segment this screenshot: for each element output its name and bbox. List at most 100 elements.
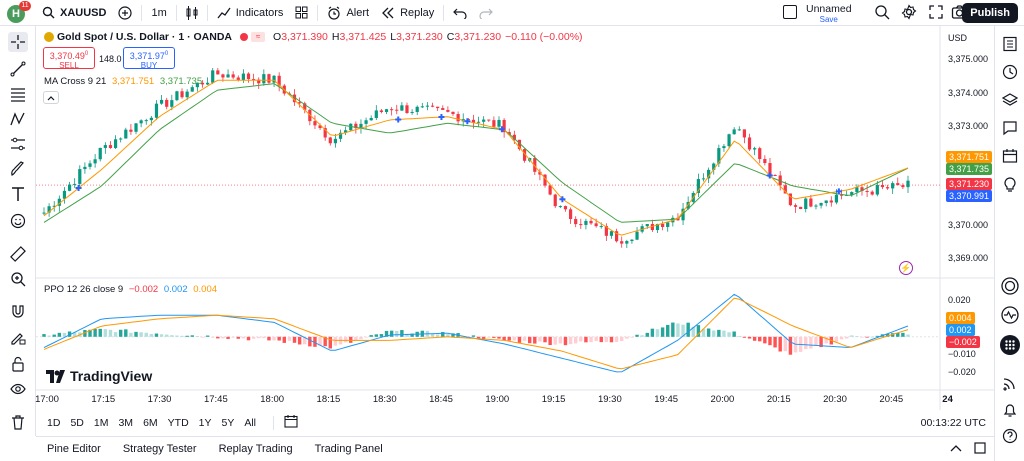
- candle-body: [395, 109, 399, 111]
- quick-search-button[interactable]: [874, 4, 890, 23]
- tab-replay-trading[interactable]: Replay Trading: [218, 443, 293, 455]
- redo-button[interactable]: [473, 0, 499, 26]
- object-tree-button[interactable]: [1000, 90, 1020, 110]
- ppo-histogram-bar: [185, 335, 189, 337]
- range-1y[interactable]: 1Y: [198, 416, 212, 429]
- candle-body: [425, 105, 430, 107]
- price-tick: 3,375.000: [948, 54, 989, 65]
- candle-body: [88, 163, 92, 167]
- crosshair-tool[interactable]: [8, 32, 28, 52]
- ppo-histogram-bar: [205, 335, 210, 337]
- lock-drawing-tool[interactable]: [8, 328, 28, 348]
- ppo-histogram-bar: [72, 331, 77, 337]
- currency-label[interactable]: USD: [948, 33, 968, 43]
- unlock-icon: [12, 356, 24, 372]
- fullscreen-button[interactable]: [928, 4, 944, 23]
- magnet-tool[interactable]: [8, 302, 28, 322]
- user-menu[interactable]: H 11: [0, 0, 36, 26]
- interval-button[interactable]: 1m: [151, 6, 167, 19]
- buy-button[interactable]: 3,371.970 BUY: [123, 47, 175, 70]
- layouts-button[interactable]: [289, 0, 314, 26]
- maximize-panel-button[interactable]: [974, 442, 986, 457]
- watchlist-button[interactable]: [1000, 34, 1020, 54]
- text-tool[interactable]: [8, 184, 28, 204]
- tab-strategy-tester[interactable]: Strategy Tester: [122, 443, 197, 455]
- stream-button[interactable]: [1000, 373, 1020, 393]
- alert-button[interactable]: Alert: [321, 0, 375, 26]
- remove-drawings-tool[interactable]: [8, 412, 28, 432]
- symbol-title[interactable]: Gold Spot / U.S. Dollar · 1 · OANDA: [57, 31, 233, 43]
- ppo-histogram-bar: [139, 332, 143, 337]
- go-to-date-button[interactable]: [284, 414, 298, 431]
- help-button[interactable]: [1000, 426, 1020, 446]
- zoom-tool[interactable]: [8, 269, 28, 289]
- candle-body: [839, 194, 844, 196]
- range-all[interactable]: All: [244, 416, 257, 429]
- ppo-histogram-bar: [257, 336, 261, 339]
- publish-button[interactable]: Publish: [962, 3, 1018, 23]
- pattern-tool[interactable]: [8, 109, 28, 129]
- range-3m[interactable]: 3M: [118, 416, 134, 429]
- candle-body: [73, 183, 77, 185]
- buy-price: 3,371.97: [129, 51, 165, 61]
- compare-button[interactable]: [112, 0, 138, 26]
- tab-pine-editor[interactable]: Pine Editor: [47, 443, 101, 455]
- range-1d[interactable]: 1D: [47, 416, 61, 429]
- brush-tool[interactable]: [8, 159, 28, 179]
- replay-button[interactable]: Replay: [375, 0, 440, 26]
- chat-button[interactable]: [1000, 118, 1020, 138]
- clock[interactable]: 00:13:22 UTC: [920, 416, 986, 429]
- tab-trading-panel[interactable]: Trading Panel: [314, 443, 383, 455]
- symbol-search-button[interactable]: XAUUSD: [36, 0, 112, 26]
- undo-button[interactable]: [447, 0, 473, 26]
- alert-label: Alert: [346, 6, 370, 19]
- emoji-tool[interactable]: [8, 211, 28, 231]
- apps-button[interactable]: [1000, 335, 1020, 355]
- indicators-button[interactable]: Indicators: [211, 0, 290, 26]
- ma-legend[interactable]: MA Cross 9 21 3,371.751 3,371.735: [44, 76, 202, 87]
- ppo-histogram-bar: [885, 333, 890, 337]
- alerts-panel-button[interactable]: [1000, 62, 1020, 82]
- pulse-button[interactable]: [1000, 305, 1020, 325]
- candle-body: [901, 185, 905, 188]
- collapse-panel-button[interactable]: [950, 443, 962, 455]
- signal-button[interactable]: [1000, 276, 1020, 296]
- range-ytd[interactable]: YTD: [167, 416, 189, 429]
- hide-tool[interactable]: [8, 379, 28, 399]
- gear-icon: [901, 4, 917, 20]
- fib-tool[interactable]: [8, 84, 28, 104]
- layout-status: Save: [819, 15, 838, 24]
- ppo-histogram-bar: [579, 336, 583, 342]
- candle-body: [712, 163, 716, 170]
- symbol-label: XAUUSD: [60, 6, 107, 19]
- chevron-up-icon: [47, 95, 55, 100]
- layout-checkbox[interactable]: [783, 5, 797, 19]
- candle-body: [614, 231, 619, 242]
- ppo-histogram-bar: [200, 336, 205, 338]
- pencil-lock-icon: [11, 333, 26, 345]
- time-tick: 20:15: [766, 394, 791, 405]
- ruler-tool[interactable]: [8, 244, 28, 264]
- search-icon: [42, 6, 55, 19]
- layout-name-button[interactable]: Unnamed Save: [806, 3, 852, 24]
- sell-button[interactable]: 3,370.490 SELL: [43, 47, 95, 70]
- range-6m[interactable]: 6M: [143, 416, 158, 429]
- forecast-tool[interactable]: [8, 134, 28, 154]
- lightning-icon[interactable]: ⚡: [899, 261, 913, 275]
- lock-tool[interactable]: [8, 354, 28, 374]
- ideas-button[interactable]: [1000, 174, 1020, 194]
- candle-body: [83, 166, 87, 170]
- settings-button[interactable]: [901, 4, 917, 23]
- ppo-legend[interactable]: PPO 12 26 close 9 −0.002 0.002 0.004: [44, 284, 217, 295]
- trendline-tool[interactable]: [8, 59, 28, 79]
- chart-type-button[interactable]: [180, 0, 204, 26]
- range-1m[interactable]: 1M: [93, 416, 109, 429]
- collapse-legend-button[interactable]: [43, 91, 59, 104]
- notifications-button[interactable]: [1000, 400, 1020, 420]
- ppo-histogram-bar: [144, 332, 148, 337]
- range-5y[interactable]: 5Y: [221, 416, 235, 429]
- calendar-button[interactable]: [1000, 146, 1020, 166]
- top-toolbar: H 11 XAUUSD 1m Indicators Alert Replay U…: [0, 0, 1024, 26]
- range-5d[interactable]: 5D: [70, 416, 84, 429]
